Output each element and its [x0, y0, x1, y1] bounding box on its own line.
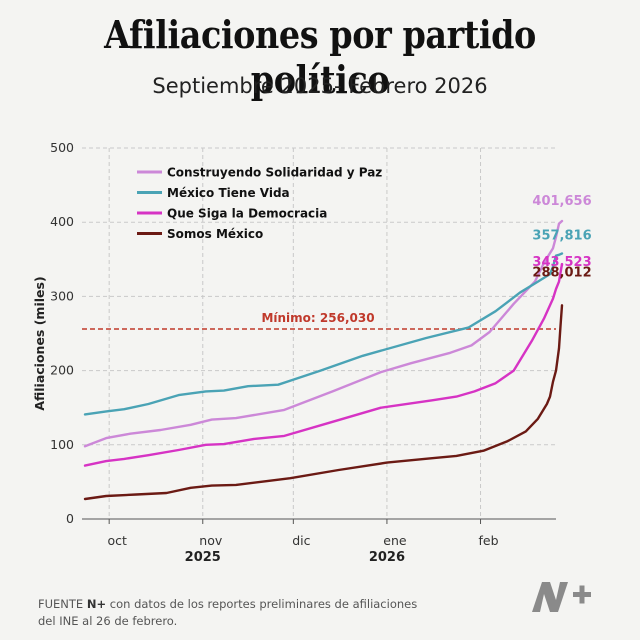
n-plus-logo-icon — [532, 582, 591, 612]
y-tick-label: 400 — [50, 214, 74, 229]
series-end-label-1: 401,656 — [532, 194, 591, 209]
source-prefix: FUENTE — [38, 597, 84, 611]
y-tick-label: 100 — [50, 437, 74, 452]
series-line-2 — [83, 252, 564, 416]
series-end-label-2: 357,816 — [532, 229, 591, 244]
legend-label-1: Construyendo Solidaridad y Paz — [167, 166, 382, 180]
x-tick-label: nov — [199, 533, 223, 548]
y-axis-label: Afiliaciones (miles) — [32, 276, 47, 410]
series-line-4 — [83, 304, 564, 501]
y-tick-label: 300 — [50, 288, 74, 303]
series-line-3 — [83, 262, 564, 467]
legend-label-3: Que Siga la Democracia — [167, 207, 327, 221]
page-subtitle: Septiembre 2025- Febrero 2026 — [152, 74, 488, 98]
x-tick-label: dic — [292, 533, 310, 548]
source-line2: del INE al 26 de febrero. — [38, 614, 178, 628]
x-tick-label: feb — [479, 533, 499, 548]
x-year-label: 2025 — [185, 550, 221, 565]
threshold-label: Mínimo: 256,030 — [261, 311, 374, 325]
x-year-label: 2026 — [369, 550, 405, 565]
y-tick-label: 0 — [66, 511, 74, 526]
source-line1: con datos de los reportes preliminares d… — [109, 597, 418, 611]
legend-label-4: Somos México — [167, 227, 263, 241]
series-end-label-3: 343,523 — [532, 255, 591, 270]
series-end-label-4: 288,012 — [532, 265, 591, 280]
y-tick-label: 200 — [50, 363, 74, 378]
series-line-1 — [83, 219, 564, 448]
page-title: Afiliaciones por partido político — [104, 12, 536, 102]
y-tick-label: 500 — [50, 140, 74, 155]
legend-label-2: México Tiene Vida — [167, 186, 290, 200]
source-note: FUENTE N+ con datos de los reportes prel… — [38, 596, 438, 630]
source-brand: N+ — [86, 597, 107, 611]
x-tick-label: oct — [107, 533, 127, 548]
x-tick-label: ene — [383, 533, 407, 548]
